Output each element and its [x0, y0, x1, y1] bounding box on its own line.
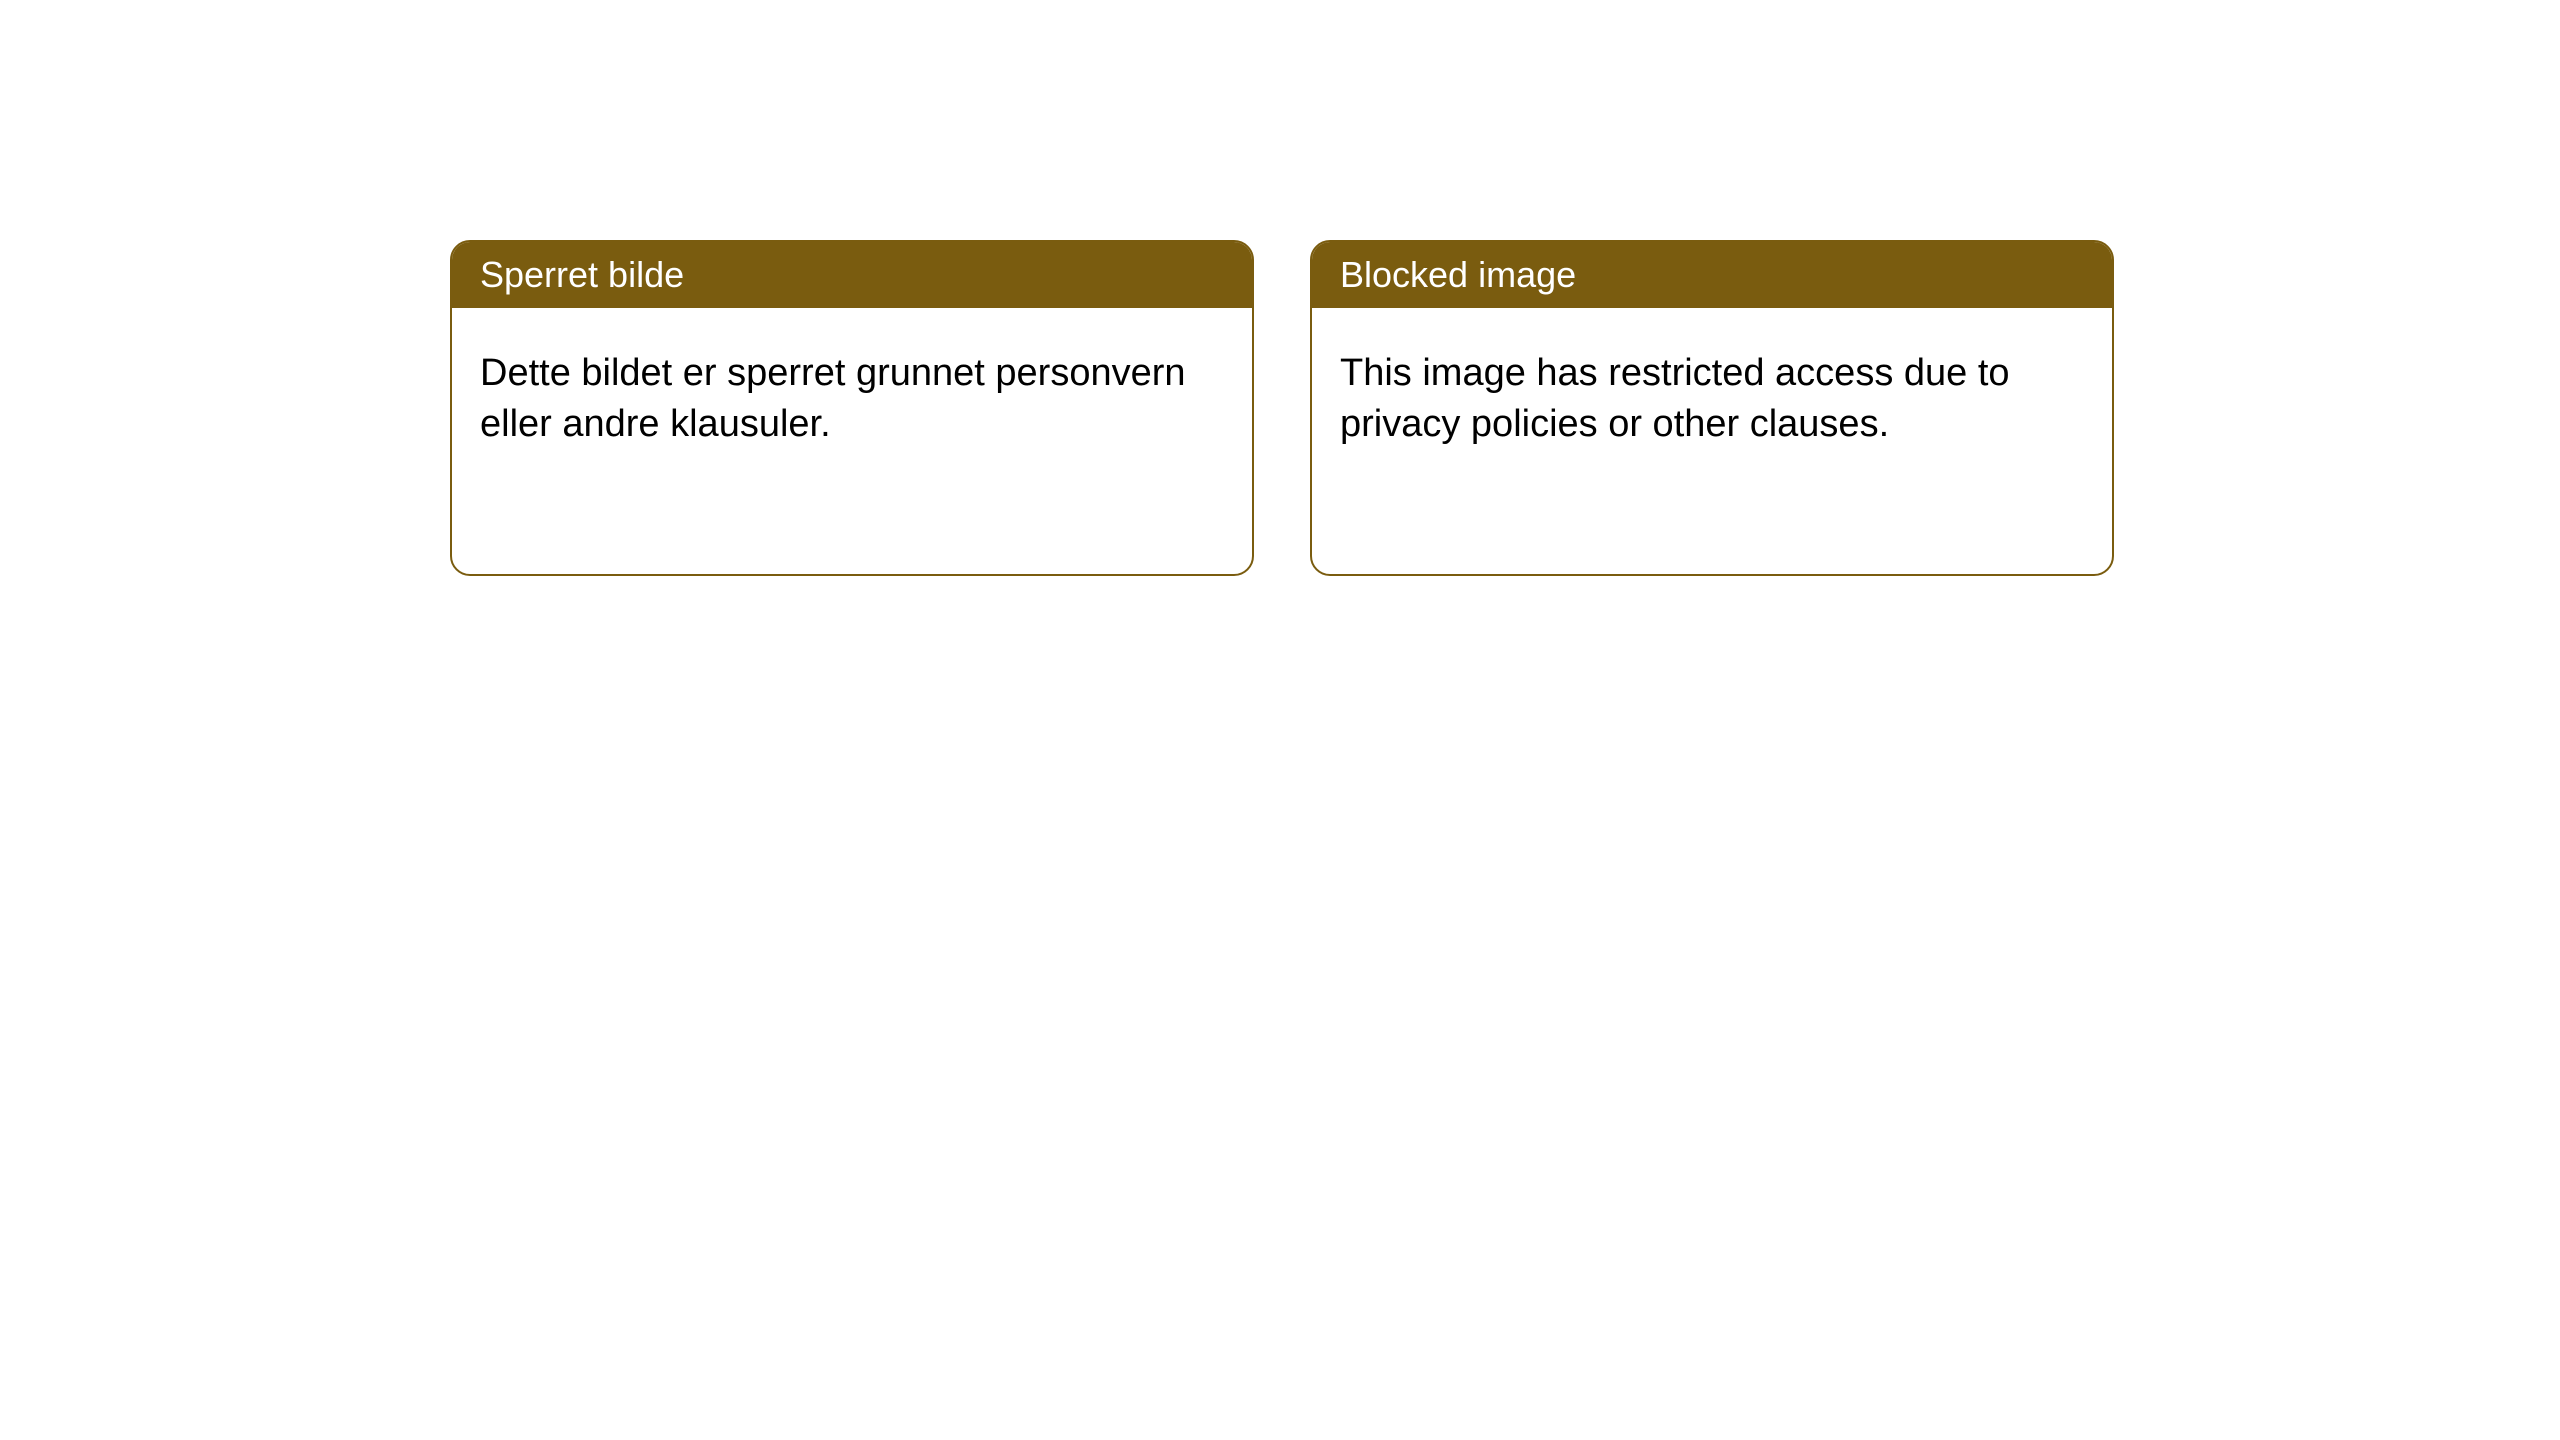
card-header-en: Blocked image — [1312, 242, 2112, 308]
blocked-image-card-en: Blocked image This image has restricted … — [1310, 240, 2114, 576]
card-text-no: Dette bildet er sperret grunnet personve… — [480, 352, 1186, 445]
card-header-no: Sperret bilde — [452, 242, 1252, 308]
card-body-no: Dette bildet er sperret grunnet personve… — [452, 308, 1252, 491]
card-text-en: This image has restricted access due to … — [1340, 352, 2010, 445]
card-body-en: This image has restricted access due to … — [1312, 308, 2112, 491]
cards-container: Sperret bilde Dette bildet er sperret gr… — [0, 0, 2560, 576]
blocked-image-card-no: Sperret bilde Dette bildet er sperret gr… — [450, 240, 1254, 576]
card-title-en: Blocked image — [1340, 254, 1576, 295]
card-title-no: Sperret bilde — [480, 254, 684, 295]
